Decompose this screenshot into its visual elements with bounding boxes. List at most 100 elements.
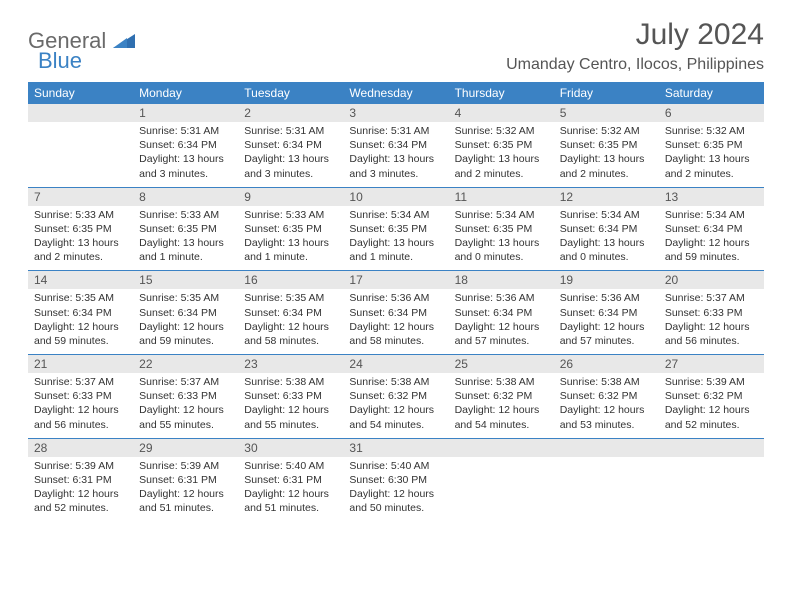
day-cell: Sunrise: 5:34 AMSunset: 6:35 PMDaylight:… bbox=[449, 206, 554, 272]
daylight2: and 2 minutes. bbox=[455, 168, 524, 180]
day-number: 10 bbox=[343, 188, 448, 206]
day-cell: Sunrise: 5:37 AMSunset: 6:33 PMDaylight:… bbox=[28, 373, 133, 439]
calendar: Sunday Monday Tuesday Wednesday Thursday… bbox=[28, 82, 764, 521]
day-cell: Sunrise: 5:34 AMSunset: 6:34 PMDaylight:… bbox=[554, 206, 659, 272]
day-number: 16 bbox=[238, 271, 343, 289]
sunrise: Sunrise: 5:31 AM bbox=[244, 125, 324, 137]
day-cell: Sunrise: 5:39 AMSunset: 6:31 PMDaylight:… bbox=[133, 457, 238, 522]
day-cell: Sunrise: 5:39 AMSunset: 6:31 PMDaylight:… bbox=[28, 457, 133, 522]
day-cell: Sunrise: 5:32 AM Sunset: 6:35 PM Daylight:… bbox=[659, 122, 764, 188]
logo-triangle-icon bbox=[113, 32, 135, 53]
day-cell: Sunrise: 5:36 AMSunset: 6:34 PMDaylight:… bbox=[343, 289, 448, 355]
daylight2: and 2 minutes. bbox=[560, 168, 629, 180]
day-cell: Sunrise: 5:35 AMSunset: 6:34 PMDaylight:… bbox=[133, 289, 238, 355]
title-block: July 2024 Umanday Centro, Ilocos, Philip… bbox=[506, 18, 764, 74]
daylight2: and 3 minutes. bbox=[244, 168, 313, 180]
week-detail-row: Sunrise: 5:35 AMSunset: 6:34 PMDaylight:… bbox=[28, 289, 764, 355]
location-label: Umanday Centro, Ilocos, Philippines bbox=[506, 56, 764, 74]
day-number: 19 bbox=[554, 271, 659, 289]
day-header: Friday bbox=[554, 82, 659, 104]
day-cell: Sunrise: 5:32 AMSunset: 6:35 PMDaylight:… bbox=[554, 122, 659, 188]
day-number: 29 bbox=[133, 439, 238, 457]
daylight: Daylight: 13 hours bbox=[349, 153, 434, 165]
sunrise: Sunrise: 5:32 AM bbox=[560, 125, 640, 137]
day-number bbox=[449, 439, 554, 457]
daylight: Daylight: 13 hours bbox=[139, 153, 224, 165]
sunrise: Sunrise: 5:31 AM bbox=[139, 125, 219, 137]
daylight2: and 3 minutes. bbox=[349, 168, 418, 180]
week-daynum-row: 21222324252627 bbox=[28, 355, 764, 373]
sunset: Sunset: 6:35 PM bbox=[560, 139, 638, 151]
day-cell: Sunrise: 5:34 AMSunset: 6:35 PMDaylight:… bbox=[343, 206, 448, 272]
sunset: Sunset: 6:34 PM bbox=[244, 139, 322, 151]
day-number: 28 bbox=[28, 439, 133, 457]
day-number: 18 bbox=[449, 271, 554, 289]
day-number: 25 bbox=[449, 355, 554, 373]
day-cell: Sunrise: 5:35 AMSunset: 6:34 PMDaylight:… bbox=[28, 289, 133, 355]
day-number: 1 bbox=[133, 104, 238, 122]
week-daynum-row: 1 2 3 4 5 6 bbox=[28, 104, 764, 122]
sunrise: Sunrise: 5:32 AM bbox=[665, 125, 745, 137]
day-cell: Sunrise: 5:36 AMSunset: 6:34 PMDaylight:… bbox=[449, 289, 554, 355]
day-number: 8 bbox=[133, 188, 238, 206]
sunrise: Sunrise: 5:31 AM bbox=[349, 125, 429, 137]
day-cell: Sunrise: 5:33 AMSunset: 6:35 PMDaylight:… bbox=[133, 206, 238, 272]
day-cell: Sunrise: 5:37 AMSunset: 6:33 PMDaylight:… bbox=[133, 373, 238, 439]
day-cell: Sunrise: 5:36 AMSunset: 6:34 PMDaylight:… bbox=[554, 289, 659, 355]
day-number: 26 bbox=[554, 355, 659, 373]
week-detail-row: Sunrise: 5:31 AM Sunset: 6:34 PM Daylight:… bbox=[28, 122, 764, 188]
day-number: 11 bbox=[449, 188, 554, 206]
calendar-header-row: Sunday Monday Tuesday Wednesday Thursday… bbox=[28, 82, 764, 104]
day-cell: Sunrise: 5:31 AM Sunset: 6:34 PM Daylight:… bbox=[133, 122, 238, 188]
day-cell: Sunrise: 5:31 AMSunset: 6:34 PMDaylight:… bbox=[238, 122, 343, 188]
day-cell bbox=[554, 457, 659, 522]
sunset: Sunset: 6:35 PM bbox=[455, 139, 533, 151]
day-number: 14 bbox=[28, 271, 133, 289]
day-cell: Sunrise: 5:38 AMSunset: 6:32 PMDaylight:… bbox=[449, 373, 554, 439]
day-header: Saturday bbox=[659, 82, 764, 104]
sunset: Sunset: 6:34 PM bbox=[349, 139, 427, 151]
day-number: 3 bbox=[343, 104, 448, 122]
day-cell: Sunrise: 5:38 AMSunset: 6:33 PMDaylight:… bbox=[238, 373, 343, 439]
day-cell: Sunrise: 5:38 AMSunset: 6:32 PMDaylight:… bbox=[343, 373, 448, 439]
day-cell: Sunrise: 5:37 AMSunset: 6:33 PMDaylight:… bbox=[659, 289, 764, 355]
daylight: Daylight: 13 hours bbox=[665, 153, 750, 165]
day-cell: Sunrise: 5:38 AMSunset: 6:32 PMDaylight:… bbox=[554, 373, 659, 439]
day-number: 13 bbox=[659, 188, 764, 206]
day-cell bbox=[28, 122, 133, 188]
day-cell: Sunrise: 5:33 AMSunset: 6:35 PMDaylight:… bbox=[28, 206, 133, 272]
day-number bbox=[659, 439, 764, 457]
day-header: Thursday bbox=[449, 82, 554, 104]
logo: General Blue bbox=[28, 18, 135, 74]
day-cell: Sunrise: 5:35 AMSunset: 6:34 PMDaylight:… bbox=[238, 289, 343, 355]
day-number: 30 bbox=[238, 439, 343, 457]
day-number: 7 bbox=[28, 188, 133, 206]
day-cell: Sunrise: 5:40 AMSunset: 6:30 PMDaylight:… bbox=[343, 457, 448, 522]
day-header: Monday bbox=[133, 82, 238, 104]
day-number: 22 bbox=[133, 355, 238, 373]
sunset: Sunset: 6:35 PM bbox=[665, 139, 743, 151]
day-number bbox=[28, 104, 133, 122]
day-number: 6 bbox=[659, 104, 764, 122]
day-number: 31 bbox=[343, 439, 448, 457]
day-cell: Sunrise: 5:31 AM Sunset: 6:34 PM Daylight:… bbox=[343, 122, 448, 188]
sunrise: Sunrise: 5:32 AM bbox=[455, 125, 535, 137]
day-number: 12 bbox=[554, 188, 659, 206]
day-header: Sunday bbox=[28, 82, 133, 104]
day-cell bbox=[449, 457, 554, 522]
day-header: Tuesday bbox=[238, 82, 343, 104]
week-detail-row: Sunrise: 5:33 AMSunset: 6:35 PMDaylight:… bbox=[28, 206, 764, 272]
day-number: 20 bbox=[659, 271, 764, 289]
day-number: 21 bbox=[28, 355, 133, 373]
week-daynum-row: 14151617181920 bbox=[28, 271, 764, 289]
daylight2: and 2 minutes. bbox=[665, 168, 734, 180]
day-header: Wednesday bbox=[343, 82, 448, 104]
day-cell: Sunrise: 5:39 AMSunset: 6:32 PMDaylight:… bbox=[659, 373, 764, 439]
day-cell: Sunrise: 5:40 AMSunset: 6:31 PMDaylight:… bbox=[238, 457, 343, 522]
day-number: 2 bbox=[238, 104, 343, 122]
daylight2: and 3 minutes. bbox=[139, 168, 208, 180]
month-title: July 2024 bbox=[506, 18, 764, 52]
day-number: 17 bbox=[343, 271, 448, 289]
day-number: 9 bbox=[238, 188, 343, 206]
sunset: Sunset: 6:34 PM bbox=[139, 139, 217, 151]
